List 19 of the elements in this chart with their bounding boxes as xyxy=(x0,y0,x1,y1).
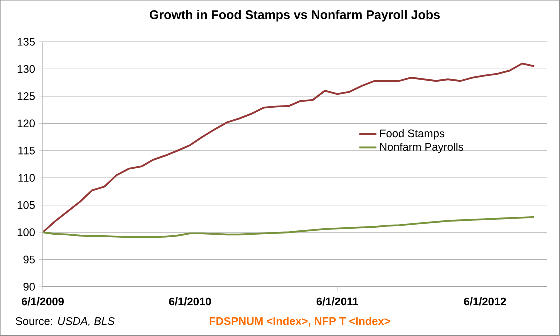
y-tick-label: 125 xyxy=(18,92,35,100)
text: FDSPNUM <Index>, NFP T <Index> xyxy=(210,317,390,327)
y-tick-label: 110 xyxy=(18,174,36,182)
y-tick-label: 95 xyxy=(24,256,35,264)
y-tick-label: 90 xyxy=(24,283,36,291)
source-note: Source: USDA, BLS xyxy=(16,317,115,327)
x-tick-label: 6/1/2011 xyxy=(316,298,358,306)
y-tick-label: 100 xyxy=(18,228,36,236)
legend-label: Food Stamps xyxy=(380,129,445,140)
x-tick-label: 6/1/2012 xyxy=(464,298,506,306)
y-tick-label: 120 xyxy=(18,120,36,128)
x-tick-label: 6/1/2010 xyxy=(169,298,212,306)
y-tick-label: 135 xyxy=(18,38,35,46)
legend-label: Nonfarm Payrolls xyxy=(380,142,464,154)
chart-title: Growth in Food Stamps vs Nonfarm Payroll Jobs xyxy=(150,10,440,22)
x-tick-label: 6/1/2009 xyxy=(22,298,64,306)
y-tick-label: 105 xyxy=(18,201,35,210)
y-tick-label: 130 xyxy=(18,65,36,74)
y-tick-label: 115 xyxy=(18,147,35,155)
